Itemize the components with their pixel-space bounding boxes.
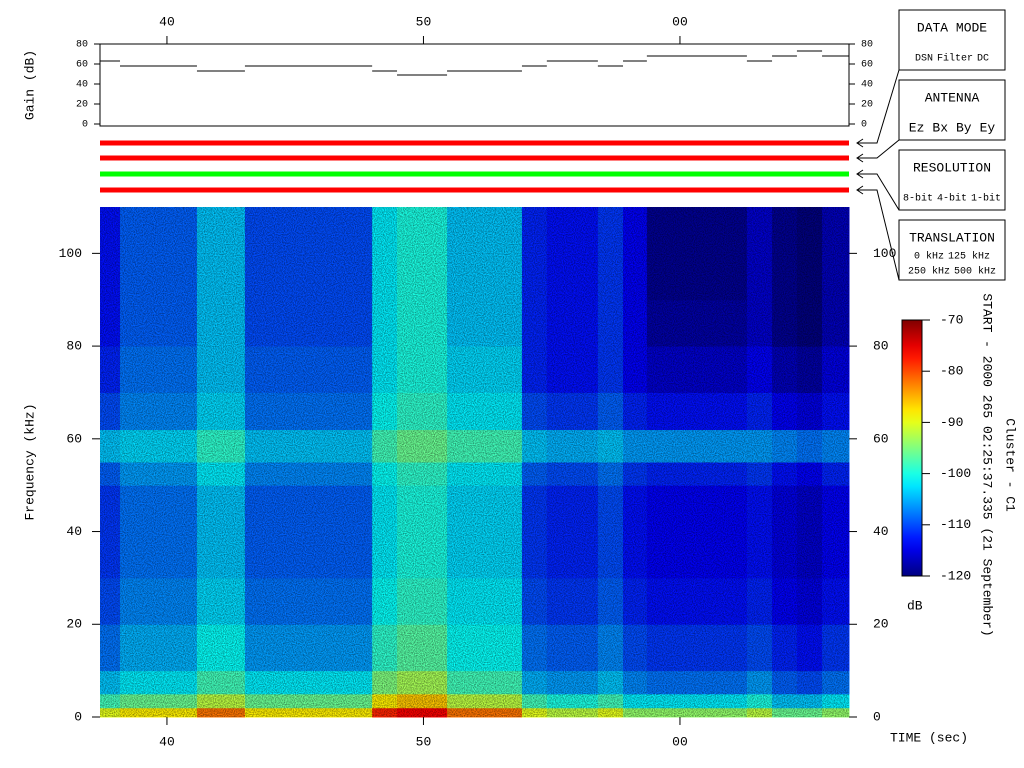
y-tick-label-right: 40 xyxy=(873,524,889,539)
colorbar-tick-label: -120 xyxy=(940,568,971,583)
y-tick-label-right: 0 xyxy=(861,120,867,131)
x-tick-label: 50 xyxy=(416,734,432,749)
indicator-link xyxy=(857,69,900,144)
colorbar-label: dB xyxy=(907,598,923,613)
y-tick-label-right: 80 xyxy=(861,40,873,51)
y-tick-label: 0 xyxy=(74,709,82,724)
colorbar-tick-label: -110 xyxy=(940,517,971,532)
panel-option: DSN xyxy=(915,54,933,65)
indicator-link xyxy=(857,173,900,211)
panel-option: 125 kHz xyxy=(948,251,990,263)
x-tick-label: 40 xyxy=(159,734,175,749)
y-tick-label: 40 xyxy=(66,524,82,539)
y-tick-label: 40 xyxy=(76,80,88,91)
colorbar-tick-label: -90 xyxy=(940,415,963,430)
panel-option: 500 kHz xyxy=(954,266,996,278)
y-tick-label-right: 0 xyxy=(873,709,881,724)
x-tick-label: 00 xyxy=(672,14,688,29)
panel-box xyxy=(898,219,1006,281)
y-tick-label-right: 60 xyxy=(861,60,873,71)
y-tick-label-right: 80 xyxy=(873,339,889,354)
y-tick-label: 20 xyxy=(76,100,88,111)
colorbar xyxy=(901,319,923,577)
panel-option: 1-bit xyxy=(971,193,1001,205)
panel-option: DC xyxy=(977,54,989,65)
gain-frame xyxy=(99,43,850,127)
y-tick-label: 20 xyxy=(66,617,82,632)
gain-axis-label: Gain (dB) xyxy=(22,50,37,120)
noise-texture xyxy=(100,207,849,717)
y-tick-label: 80 xyxy=(76,40,88,51)
panel-box xyxy=(898,149,1006,211)
y-tick-label: 60 xyxy=(66,431,82,446)
x-tick-label: 00 xyxy=(672,734,688,749)
y-tick-label: 80 xyxy=(66,339,82,354)
panel-box xyxy=(898,9,1006,71)
panel-option: Ez xyxy=(909,120,925,135)
spacecraft: Cluster - C1 xyxy=(1003,418,1018,512)
time-axis-label: TIME (sec) xyxy=(890,730,968,745)
frequency-axis-label: Frequency (kHz) xyxy=(22,403,37,520)
y-tick-label: 0 xyxy=(82,120,88,131)
y-tick-label: 100 xyxy=(59,246,82,261)
y-tick-label-right: 20 xyxy=(861,100,873,111)
colorbar-tick-label: -100 xyxy=(940,466,971,481)
panel-title: DATA MODE xyxy=(917,20,987,35)
panel-title: ANTENNA xyxy=(925,90,980,105)
y-tick-label-right: 20 xyxy=(873,617,889,632)
y-tick-label-right: 40 xyxy=(861,80,873,91)
panel-option: Bx xyxy=(932,120,948,135)
y-tick-label-right: 100 xyxy=(873,246,896,261)
panel-option: 4-bit xyxy=(937,193,967,205)
y-tick-label-right: 60 xyxy=(873,431,889,446)
panel-box xyxy=(898,79,1006,141)
indicator-link xyxy=(857,139,900,159)
panel-option: Filter xyxy=(937,53,973,65)
start-time: START - 2000 265 02:25:37.335 (21 Septem… xyxy=(980,293,995,636)
indicator-link xyxy=(857,189,900,281)
panel-title: TRANSLATION xyxy=(909,230,995,245)
panel-option: 0 kHz xyxy=(914,251,944,263)
colorbar-tick-label: -80 xyxy=(940,364,963,379)
panel-option: Ey xyxy=(980,120,996,135)
y-tick-label: 60 xyxy=(76,60,88,71)
panel-option: By xyxy=(956,120,972,135)
panel-title: RESOLUTION xyxy=(913,160,991,175)
panel-option: 250 kHz xyxy=(908,266,950,278)
x-tick-label: 50 xyxy=(416,14,432,29)
panel-option: 8-bit xyxy=(903,193,933,205)
colorbar-tick-label: -70 xyxy=(940,312,963,327)
x-tick-label: 40 xyxy=(159,14,175,29)
